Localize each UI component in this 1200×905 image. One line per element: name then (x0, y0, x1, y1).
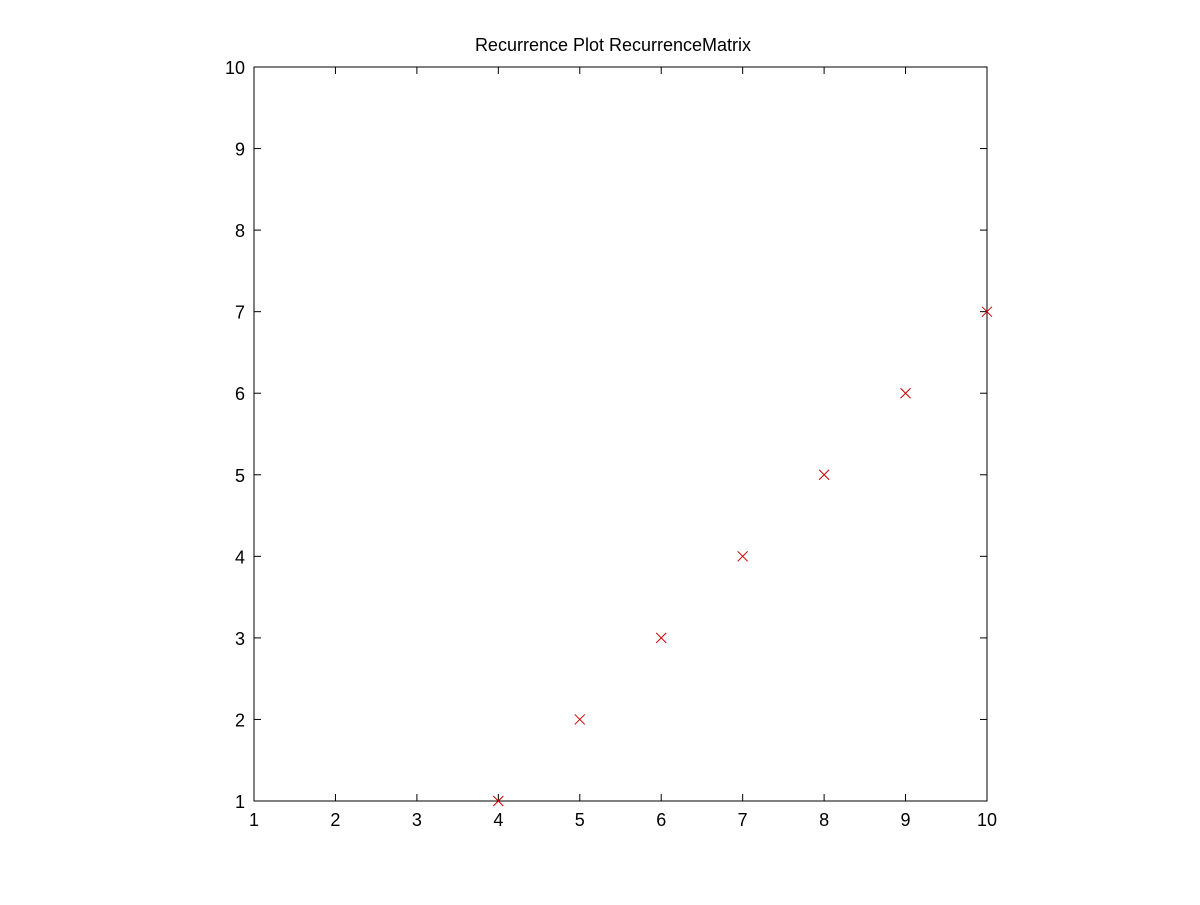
x-tick-label: 9 (901, 810, 911, 830)
data-point-marker (737, 550, 749, 562)
x-tick-label: 10 (977, 810, 997, 830)
axes-box (253, 66, 988, 802)
y-tick-label: 9 (235, 140, 245, 160)
data-point-marker (818, 469, 830, 481)
data-point-marker (655, 632, 667, 644)
y-tick-label: 4 (235, 547, 245, 567)
y-tick-label: 5 (235, 466, 245, 486)
chart-title: Recurrence Plot RecurrenceMatrix (475, 35, 751, 55)
y-tick-label: 10 (225, 58, 245, 78)
x-tick-label: 1 (249, 810, 259, 830)
x-tick-label: 5 (575, 810, 585, 830)
y-tick-label: 7 (235, 303, 245, 323)
x-tick-label: 3 (412, 810, 422, 830)
y-tick-label: 6 (235, 384, 245, 404)
data-point-marker (492, 795, 504, 807)
data-point-marker (981, 306, 993, 318)
y-tick-label: 3 (235, 629, 245, 649)
data-point-marker (574, 714, 586, 725)
x-tick-label: 7 (738, 810, 748, 830)
y-tick-label: 1 (235, 792, 245, 812)
x-tick-label: 6 (656, 810, 666, 830)
y-tick-label: 2 (235, 710, 245, 730)
x-tick-label: 4 (493, 810, 503, 830)
y-tick-label: 8 (235, 221, 245, 241)
points-layer (492, 306, 993, 807)
ticks-layer: 1 2 3 4 5 6 7 8 9 10 1 2 3 4 5 6 7 8 9 10 (225, 58, 997, 830)
x-tick-label: 2 (330, 810, 340, 830)
x-tick-label: 8 (819, 810, 829, 830)
data-point-marker (900, 387, 911, 399)
